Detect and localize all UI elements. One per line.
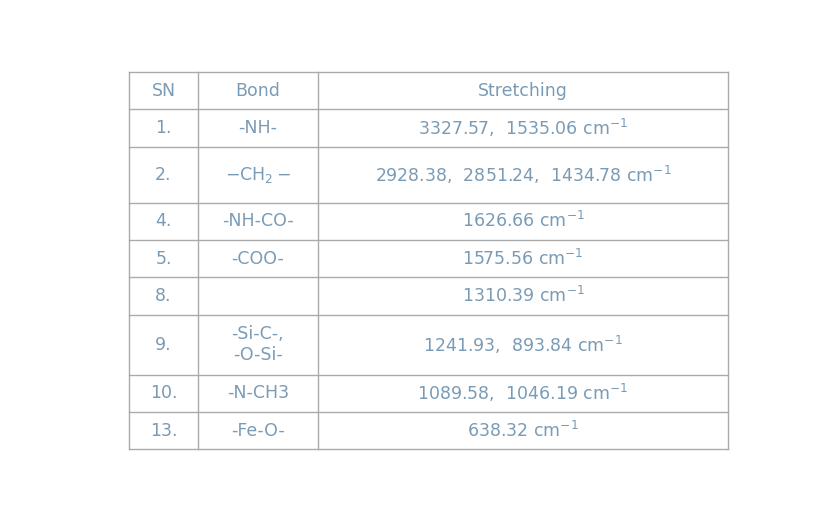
- Text: 1089.58,  1046.19 cm$^{\mathregular{-1}}$: 1089.58, 1046.19 cm$^{\mathregular{-1}}$: [418, 382, 629, 405]
- Text: 1310.39 cm$^{\mathregular{-1}}$: 1310.39 cm$^{\mathregular{-1}}$: [461, 286, 585, 306]
- Text: 9.: 9.: [155, 336, 172, 353]
- Text: 10.: 10.: [150, 384, 177, 402]
- Text: -Fe-O-: -Fe-O-: [231, 422, 284, 440]
- Text: 13.: 13.: [150, 422, 177, 440]
- Text: -COO-: -COO-: [232, 250, 284, 268]
- Text: 2.: 2.: [155, 166, 172, 184]
- Text: -Si-C-,: -Si-C-,: [232, 325, 284, 343]
- Text: 1.: 1.: [155, 119, 172, 137]
- Text: $\mathregular{-CH_2-}$: $\mathregular{-CH_2-}$: [225, 165, 291, 185]
- Text: Stretching: Stretching: [478, 82, 568, 100]
- Text: 2928.38,  2851.24,  1434.78 cm$^{\mathregular{-1}}$: 2928.38, 2851.24, 1434.78 cm$^{\mathregu…: [375, 164, 672, 186]
- Text: -N-CH3: -N-CH3: [227, 384, 289, 402]
- Text: 638.32 cm$^{\mathregular{-1}}$: 638.32 cm$^{\mathregular{-1}}$: [467, 421, 579, 441]
- Text: SN: SN: [151, 82, 175, 100]
- Text: 8.: 8.: [155, 287, 172, 305]
- Text: Bond: Bond: [236, 82, 280, 100]
- Text: 1575.56 cm$^{\mathregular{-1}}$: 1575.56 cm$^{\mathregular{-1}}$: [462, 249, 584, 269]
- Text: 3327.57,  1535.06 cm$^{\mathregular{-1}}$: 3327.57, 1535.06 cm$^{\mathregular{-1}}$: [418, 117, 628, 139]
- Text: 5.: 5.: [155, 250, 172, 268]
- Text: 4.: 4.: [155, 213, 172, 230]
- Text: -NH-CO-: -NH-CO-: [222, 213, 294, 230]
- Text: -O-Si-: -O-Si-: [233, 346, 283, 364]
- Text: -NH-: -NH-: [238, 119, 277, 137]
- Text: 1241.93,  893.84 cm$^{\mathregular{-1}}$: 1241.93, 893.84 cm$^{\mathregular{-1}}$: [423, 334, 623, 356]
- Text: 1626.66 cm$^{\mathregular{-1}}$: 1626.66 cm$^{\mathregular{-1}}$: [461, 211, 585, 231]
